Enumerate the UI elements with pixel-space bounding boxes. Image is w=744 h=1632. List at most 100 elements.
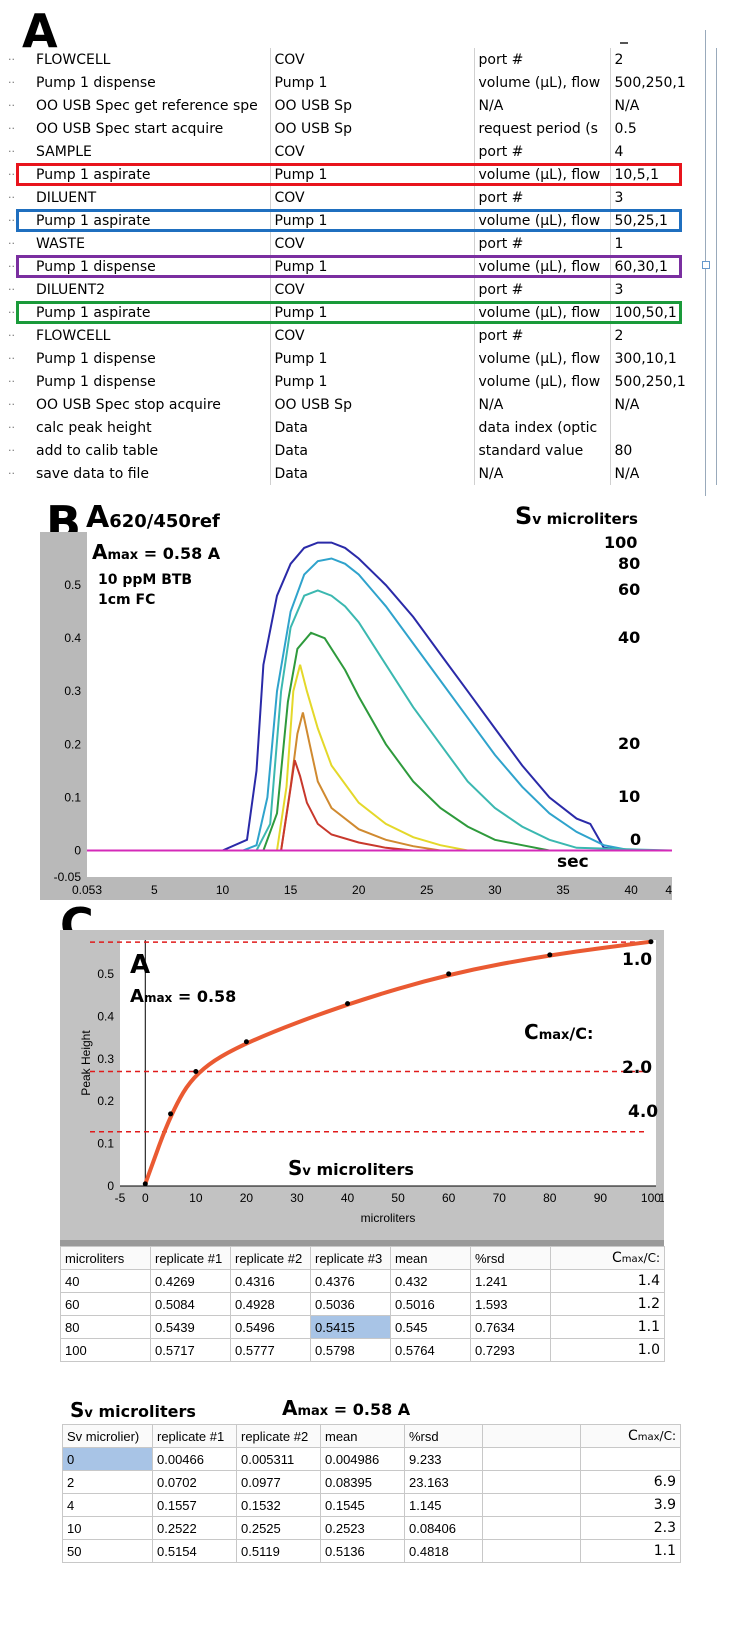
table-cell[interactable]: 0.08395 — [320, 1470, 405, 1494]
table-cell[interactable]: 0.4928 — [230, 1292, 311, 1316]
table-cell[interactable]: 0.5439 — [150, 1315, 231, 1339]
table-cell[interactable]: 50 — [62, 1539, 153, 1563]
table-cell[interactable]: 4 — [62, 1493, 153, 1517]
table-row[interactable]: 80 0.5439 0.5496 0.5415 0.545 0.7634 1.1 — [60, 1315, 665, 1339]
column-header: replicate #2 — [230, 1246, 311, 1270]
sequence-row[interactable]: ·· OO USB Spec get reference spe OO USB Sp… — [6, 94, 717, 117]
table-cell[interactable]: 60 — [60, 1292, 151, 1316]
x-tick-label: 10 — [189, 1191, 203, 1205]
table-cell[interactable]: 1.145 — [404, 1493, 483, 1517]
table-cell[interactable]: 0.0702 — [152, 1470, 237, 1494]
table-cell[interactable]: 0.2523 — [320, 1516, 405, 1540]
table-cell[interactable] — [482, 1447, 581, 1471]
table-cell[interactable]: 40 — [60, 1269, 151, 1293]
table-cell[interactable]: 0.2522 — [152, 1516, 237, 1540]
table-cell[interactable]: 0.4269 — [150, 1269, 231, 1293]
sequence-row[interactable]: ·· OO USB Spec start acquire OO USB Sp requ… — [6, 117, 717, 140]
sequence-cell-device: OO USB Sp — [270, 94, 475, 117]
sequence-row[interactable]: ·· WASTE COV port #1 — [6, 232, 717, 255]
table-cell[interactable]: 0.5016 — [390, 1292, 471, 1316]
y-tick-label: 0 — [74, 843, 81, 857]
sequence-cell-device: Pump 1 — [270, 71, 475, 94]
table-cell[interactable]: 0.1545 — [320, 1493, 405, 1517]
table-cell[interactable]: 1.241 — [470, 1269, 551, 1293]
sequence-row[interactable]: ·· Pump 1 aspirate Pump 1 volume (µL), flow… — [6, 301, 717, 324]
table-cell[interactable]: 0.1557 — [152, 1493, 237, 1517]
x-tick-label: 25 — [420, 883, 434, 897]
table-cell[interactable]: 0.5415 — [310, 1315, 391, 1339]
table-row[interactable]: 10 0.2522 0.2525 0.2523 0.08406 2.3 — [62, 1516, 681, 1540]
table-cell[interactable]: 0.5798 — [310, 1338, 391, 1362]
table-cell[interactable]: 0.0977 — [236, 1470, 321, 1494]
table-row[interactable]: 4 0.1557 0.1532 0.1545 1.145 3.9 — [62, 1493, 681, 1517]
sequence-row[interactable]: ·· Pump 1 aspirate Pump 1 volume (µL), flow… — [6, 163, 717, 186]
table-cell[interactable]: 10 — [62, 1516, 153, 1540]
table-cell[interactable]: 0.432 — [390, 1269, 471, 1293]
sequence-row[interactable]: ·· Pump 1 aspirate Pump 1 volume (µL), flow… — [6, 209, 717, 232]
series-line — [87, 664, 672, 852]
table-cell[interactable]: 1.593 — [470, 1292, 551, 1316]
table-cell[interactable]: 0.005311 — [236, 1447, 321, 1471]
table-cell[interactable] — [482, 1470, 581, 1494]
table-cell[interactable]: 0.08406 — [404, 1516, 483, 1540]
table-cell[interactable]: 0.1532 — [236, 1493, 321, 1517]
table-cell[interactable]: 2 — [62, 1470, 153, 1494]
table-cell[interactable]: 0.5717 — [150, 1338, 231, 1362]
table-cell[interactable]: 0.4316 — [230, 1269, 311, 1293]
table-cell[interactable]: 0 — [62, 1447, 153, 1471]
table-row[interactable]: 60 0.5084 0.4928 0.5036 0.5016 1.593 1.2 — [60, 1292, 665, 1316]
table-cell[interactable]: 0.4376 — [310, 1269, 391, 1293]
table-cell[interactable]: 0.545 — [390, 1315, 471, 1339]
table-cell[interactable]: 0.5084 — [150, 1292, 231, 1316]
sequence-scrollbar-handle[interactable] — [702, 261, 710, 269]
table-cell[interactable]: 0.4818 — [404, 1539, 483, 1563]
sequence-cell-param: volume (µL), flow — [474, 370, 611, 393]
sequence-row[interactable]: ·· add to calib table Data standard value 80 — [6, 439, 717, 462]
table-row[interactable]: 40 0.4269 0.4316 0.4376 0.432 1.241 1.4 — [60, 1269, 665, 1293]
ratio-label: Cmax/C: — [524, 1020, 594, 1044]
table-cell[interactable]: 80 — [60, 1315, 151, 1339]
table-cell[interactable]: 0.5777 — [230, 1338, 311, 1362]
table-cell[interactable]: 0.5496 — [230, 1315, 311, 1339]
sequence-row[interactable]: ·· calc peak height Data data index (optic — [6, 416, 717, 439]
table-cell[interactable]: 0.5154 — [152, 1539, 237, 1563]
table-cell[interactable] — [482, 1493, 581, 1517]
sequence-cell-name: Pump 1 aspirate — [32, 163, 271, 186]
sequence-cell-name: FLOWCELL — [32, 324, 271, 347]
table-cell[interactable]: 0.5119 — [236, 1539, 321, 1563]
table-cell[interactable]: 0.5764 — [390, 1338, 471, 1362]
table-cell[interactable]: 9.233 — [404, 1447, 483, 1471]
table-cell[interactable]: 100 — [60, 1338, 151, 1362]
table-cell[interactable]: 23.163 — [404, 1470, 483, 1494]
table-cell[interactable]: 0.5136 — [320, 1539, 405, 1563]
sequence-row[interactable]: ·· FLOWCELL COV port #2 — [6, 48, 717, 71]
table-cell[interactable]: 0.7634 — [470, 1315, 551, 1339]
sequence-row[interactable]: ·· Pump 1 dispense Pump 1 volume (µL), flow… — [6, 347, 717, 370]
x-axis-label: microliters — [361, 1211, 416, 1225]
table-row[interactable]: 100 0.5717 0.5777 0.5798 0.5764 0.7293 1.0 — [60, 1338, 665, 1362]
table-row[interactable]: 0 0.00466 0.005311 0.004986 9.233 — [62, 1447, 681, 1471]
sequence-row[interactable]: ·· save data to file Data N/A N/A — [6, 462, 717, 485]
sequence-row[interactable]: ·· DILUENT COV port #3 — [6, 186, 717, 209]
sequence-cell-device: Pump 1 — [270, 255, 475, 278]
table-cell[interactable]: 0.00466 — [152, 1447, 237, 1471]
sequence-cell-name: Pump 1 dispense — [32, 347, 271, 370]
sequence-row[interactable]: ·· SAMPLE COV port #4 — [6, 140, 717, 163]
data-point — [142, 1181, 148, 1187]
sequence-row[interactable]: ·· Pump 1 dispense Pump 1 volume (µL), flow… — [6, 370, 717, 393]
sequence-row[interactable]: ·· FLOWCELL COV port #2 — [6, 324, 717, 347]
table-row[interactable]: 50 0.5154 0.5119 0.5136 0.4818 1.1 — [62, 1539, 681, 1563]
panel-label-a: A — [22, 4, 58, 58]
table-cell[interactable] — [482, 1539, 581, 1563]
sequence-cell-value: 300,10,1 — [610, 347, 717, 370]
sequence-row[interactable]: ·· OO USB Spec stop acquire OO USB Sp N/A N/… — [6, 393, 717, 416]
sequence-row[interactable]: ·· Pump 1 dispense Pump 1 volume (µL), flow… — [6, 255, 717, 278]
table-cell[interactable]: 0.5036 — [310, 1292, 391, 1316]
table-cell[interactable] — [482, 1516, 581, 1540]
table-cell[interactable]: 0.7293 — [470, 1338, 551, 1362]
sequence-row[interactable]: ·· Pump 1 dispense Pump 1 volume (µL), flow… — [6, 71, 717, 94]
sequence-row[interactable]: ·· DILUENT2 COV port #3 — [6, 278, 717, 301]
table-cell[interactable]: 0.2525 — [236, 1516, 321, 1540]
table-row[interactable]: 2 0.0702 0.0977 0.08395 23.163 6.9 — [62, 1470, 681, 1494]
table-cell[interactable]: 0.004986 — [320, 1447, 405, 1471]
